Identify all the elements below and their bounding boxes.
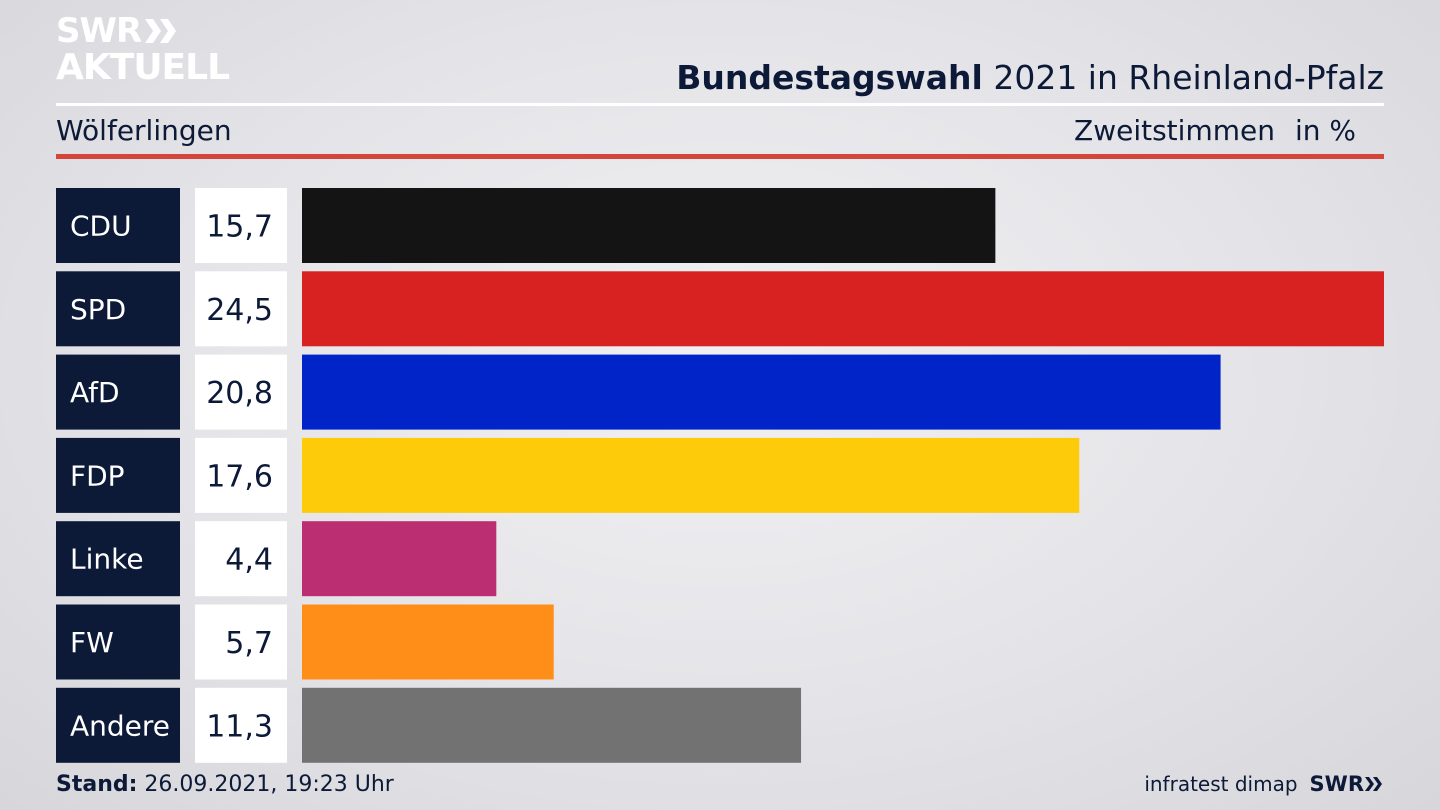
category-label: Andere xyxy=(70,709,170,742)
title-rest: 2021 in Rheinland-Pfalz xyxy=(982,58,1384,97)
timestamp: Stand: 26.09.2021, 19:23 Uhr xyxy=(56,772,394,797)
stand-value: 26.09.2021, 19:23 Uhr xyxy=(137,772,394,797)
bar-row-andere: Andere 11,3 xyxy=(56,687,802,763)
category-label: AfD xyxy=(70,376,120,409)
chart-title: Bundestagswahl 2021 in Rheinland-Pfalz xyxy=(676,58,1384,97)
data-label: 20,8 xyxy=(206,376,273,411)
logo-line2: AKTUELL xyxy=(56,47,230,88)
value-label-box xyxy=(195,687,287,763)
swr-aktuell-logo: SWR AKTUELL xyxy=(56,11,230,88)
category-label: CDU xyxy=(70,210,132,243)
data-label: 4,4 xyxy=(225,543,273,578)
data-label: 11,3 xyxy=(206,709,273,744)
party-label-box xyxy=(56,687,180,763)
party-label-box xyxy=(56,188,180,263)
value-label-box xyxy=(195,271,287,347)
bar xyxy=(302,354,1221,430)
party-label-box xyxy=(56,354,180,430)
accent-divider xyxy=(56,154,1384,159)
logo-line1: SWR xyxy=(56,11,142,51)
measure-label: Zweitstimmen in % xyxy=(1074,114,1356,147)
party-label-box xyxy=(56,521,180,597)
bar-row-fdp: FDP 17,6 xyxy=(56,437,1080,513)
value-label-box xyxy=(195,437,287,513)
brand-text: SWR xyxy=(1309,772,1364,796)
header-divider xyxy=(56,103,1384,106)
party-label-box xyxy=(56,604,180,680)
party-label-box xyxy=(56,437,180,513)
title-bold: Bundestagswahl xyxy=(676,58,983,97)
bar xyxy=(302,687,802,763)
source-text: infratest dimap xyxy=(1144,772,1298,796)
double-chevron-icon xyxy=(145,19,177,43)
swr-brand: SWR xyxy=(1310,772,1384,796)
unit-text: in % xyxy=(1294,114,1356,147)
data-label: 24,5 xyxy=(206,293,273,328)
party-label-box xyxy=(56,271,180,347)
bar xyxy=(302,271,1384,347)
category-label: Linke xyxy=(70,543,144,576)
category-label: FDP xyxy=(70,459,125,492)
bar xyxy=(302,521,497,597)
measure-text: Zweitstimmen xyxy=(1074,114,1275,147)
bar xyxy=(302,437,1080,513)
bar-row-afd: AfD 20,8 xyxy=(56,354,1221,430)
bar-row-spd: SPD 24,5 xyxy=(56,271,1384,347)
value-label-box xyxy=(195,354,287,430)
category-label: SPD xyxy=(70,293,126,326)
bar-row-fw: FW 5,7 xyxy=(56,604,554,680)
category-label: FW xyxy=(70,626,114,659)
small-chevron-icon xyxy=(1365,777,1382,791)
bar-row-cdu: CDU 15,7 xyxy=(56,188,996,263)
bar-row-linke: Linke 4,4 xyxy=(56,521,497,597)
subtitle-municipality: Wölferlingen xyxy=(56,114,232,147)
source-credit: infratest dimap SWR xyxy=(1144,772,1384,796)
stand-label: Stand: xyxy=(56,772,138,797)
data-label: 5,7 xyxy=(225,626,273,661)
data-label: 17,6 xyxy=(206,459,273,494)
value-label-box xyxy=(195,188,287,263)
bar xyxy=(302,188,996,263)
value-label-box xyxy=(195,521,287,597)
value-label-box xyxy=(195,604,287,680)
bar xyxy=(302,604,554,680)
data-label: 15,7 xyxy=(206,210,273,245)
